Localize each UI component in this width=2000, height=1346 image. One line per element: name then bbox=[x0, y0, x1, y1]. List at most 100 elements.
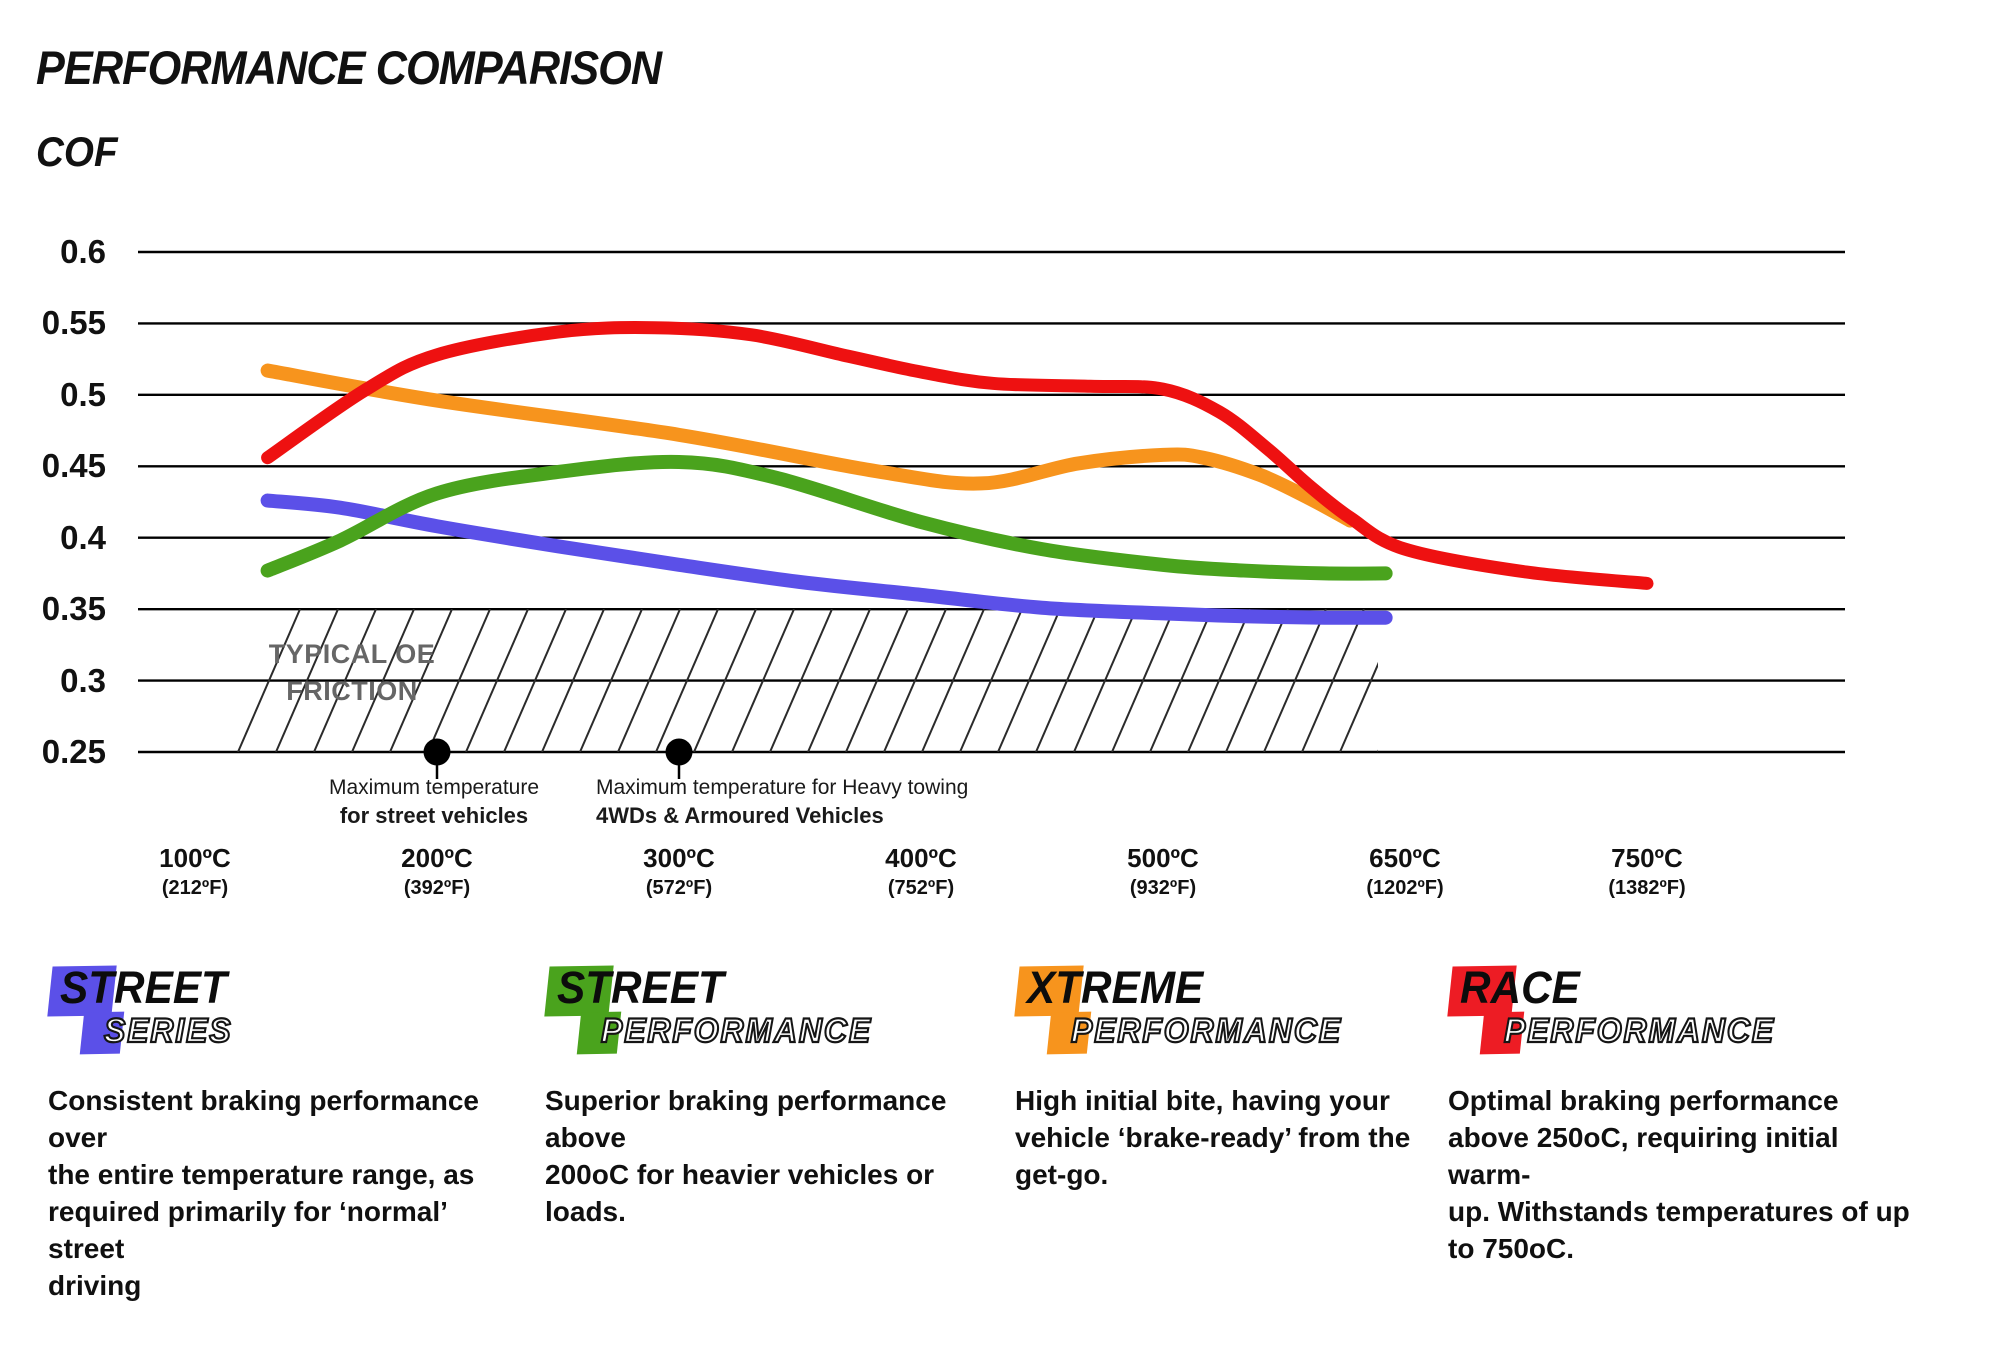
y-tick-label: 0.35 bbox=[41, 590, 106, 628]
y-tick-label: 0.5 bbox=[60, 375, 106, 413]
oe-label-line2: FRICTION bbox=[286, 676, 418, 706]
hatch-line bbox=[769, 609, 833, 752]
x-tick-fahrenheit: (1382ºF) bbox=[1608, 877, 1686, 899]
y-tick-label: 0.4 bbox=[60, 518, 106, 556]
hatch-line bbox=[807, 609, 871, 752]
hatch-line bbox=[237, 609, 301, 752]
logo-word1: XTREME bbox=[1027, 962, 1204, 1013]
page-title: PERFORMANCE COMPARISON bbox=[36, 41, 662, 94]
series-line-xtreme-performance bbox=[260, 363, 1358, 528]
series-line-street-series bbox=[260, 493, 1393, 625]
y-tick-label: 0.3 bbox=[60, 661, 106, 699]
logo-word2: PERFORMANCE bbox=[600, 1011, 873, 1051]
logo-word1: RACE bbox=[1460, 962, 1580, 1013]
legend-description: High initial bite, having your vehicle ‘… bbox=[1015, 1085, 1411, 1190]
x-tick-label: 200ºC (392ºF) bbox=[337, 843, 537, 900]
hatch-line bbox=[731, 609, 795, 752]
hatch-line bbox=[1149, 609, 1213, 752]
x-tick-label: 650ºC (1202ºF) bbox=[1305, 843, 1505, 900]
x-tick-fahrenheit: (752ºF) bbox=[887, 877, 955, 899]
x-tick-celsius: 200ºC bbox=[401, 843, 473, 873]
legend-race-performance: RACE PERFORMANCE Optimal braking perform… bbox=[1447, 962, 1918, 1267]
logo-word2: PERFORMANCE bbox=[1070, 1011, 1343, 1051]
hatch-line bbox=[275, 609, 339, 752]
hatch-line bbox=[541, 609, 605, 752]
hatch-line bbox=[1073, 609, 1137, 752]
hatch-line bbox=[1263, 609, 1327, 752]
x-tick-celsius: 100ºC bbox=[159, 843, 231, 873]
typical-oe-friction-hatch bbox=[218, 609, 1378, 752]
series-curves bbox=[260, 321, 1654, 625]
x-tick-celsius: 750ºC bbox=[1611, 843, 1683, 873]
annotation-heavy-towing-max-temp: Maximum temperature for Heavy towing 4WD… bbox=[596, 774, 1016, 830]
x-tick-fahrenheit: (572ºF) bbox=[645, 877, 713, 899]
legend-description: Consistent braking performance over the … bbox=[48, 1085, 479, 1301]
x-tick-label: 300ºC (572ºF) bbox=[579, 843, 779, 900]
hatch-line bbox=[427, 609, 491, 752]
xtreme-performance-logo: XTREME PERFORMANCE bbox=[1014, 962, 1415, 1074]
x-tick-label: 400ºC (752ºF) bbox=[821, 843, 1021, 900]
legend-description: Superior braking performance above 200oC… bbox=[545, 1085, 947, 1227]
hatch-line bbox=[997, 609, 1061, 752]
x-tick-celsius: 300ºC bbox=[643, 843, 715, 873]
logo-word1: STREET bbox=[60, 962, 227, 1013]
x-tick-label: 750ºC (1382ºF) bbox=[1547, 843, 1747, 900]
legend-description: Optimal braking performance above 250oC,… bbox=[1448, 1085, 1910, 1264]
y-tick-label: 0.55 bbox=[41, 304, 106, 342]
hatch-line bbox=[1187, 609, 1251, 752]
annotation-line: 4WDs & Armoured Vehicles bbox=[596, 803, 884, 828]
hatch-line bbox=[1225, 609, 1289, 752]
hatch-line bbox=[1035, 609, 1099, 752]
logo-word2: PERFORMANCE bbox=[1503, 1011, 1776, 1051]
max-temperature-markers bbox=[423, 738, 693, 779]
x-tick-fahrenheit: (212ºF) bbox=[161, 877, 229, 899]
street-performance-logo: STREET PERFORMANCE bbox=[544, 962, 995, 1074]
hatch-line bbox=[959, 609, 1023, 752]
hatch-line bbox=[617, 609, 681, 752]
hatch-line bbox=[845, 609, 909, 752]
legend-street-series: STREET SERIES Consistent braking perform… bbox=[47, 962, 498, 1304]
hatch-line bbox=[465, 609, 529, 752]
legend-street-performance: STREET PERFORMANCE Superior braking perf… bbox=[544, 962, 995, 1230]
y-axis-title: COF bbox=[36, 128, 118, 175]
hatch-line bbox=[313, 609, 377, 752]
hatch-line bbox=[921, 609, 985, 752]
x-tick-label: 100ºC (212ºF) bbox=[95, 843, 295, 900]
hatch-line bbox=[1111, 609, 1175, 752]
logo-word2: SERIES bbox=[103, 1011, 233, 1051]
oe-label-line1: TYPICAL OE bbox=[268, 639, 436, 669]
hatch-line bbox=[389, 609, 453, 752]
series-line-race-performance bbox=[261, 321, 1654, 590]
annotation-line: Maximum temperature for Heavy towing bbox=[596, 776, 969, 799]
x-tick-celsius: 400ºC bbox=[885, 843, 957, 873]
max-temperature-dot bbox=[665, 738, 693, 766]
series-line-street-performance bbox=[260, 454, 1393, 581]
x-tick-fahrenheit: (932ºF) bbox=[1129, 877, 1197, 899]
typical-oe-friction-label: TYPICAL OE FRICTION bbox=[252, 636, 452, 710]
street-series-logo: STREET SERIES bbox=[47, 962, 498, 1074]
hatch-line bbox=[655, 609, 719, 752]
x-tick-celsius: 650ºC bbox=[1369, 843, 1441, 873]
x-tick-label: 500ºC (932ºF) bbox=[1063, 843, 1263, 900]
hatch-line bbox=[883, 609, 947, 752]
x-tick-fahrenheit: (392ºF) bbox=[403, 877, 471, 899]
y-tick-label: 0.6 bbox=[60, 232, 106, 270]
x-tick-celsius: 500ºC bbox=[1127, 843, 1199, 873]
max-temperature-dot bbox=[423, 738, 451, 766]
annotation-street-max-temp: Maximum temperature for street vehicles bbox=[284, 774, 584, 830]
x-tick-fahrenheit: (1202ºF) bbox=[1366, 877, 1444, 899]
hatch-line bbox=[579, 609, 643, 752]
hatch-line bbox=[693, 609, 757, 752]
annotation-line: Maximum temperature bbox=[328, 776, 540, 799]
hatch-line bbox=[503, 609, 567, 752]
logo-word1: STREET bbox=[557, 962, 724, 1013]
legend-xtreme-performance: XTREME PERFORMANCE High initial bite, ha… bbox=[1014, 962, 1415, 1193]
race-performance-logo: RACE PERFORMANCE bbox=[1447, 962, 1918, 1074]
hatch-line bbox=[1301, 609, 1365, 752]
y-tick-label: 0.45 bbox=[41, 447, 106, 485]
hatch-line bbox=[1339, 609, 1378, 752]
annotation-line: for street vehicles bbox=[339, 803, 529, 828]
hatch-line bbox=[351, 609, 415, 752]
